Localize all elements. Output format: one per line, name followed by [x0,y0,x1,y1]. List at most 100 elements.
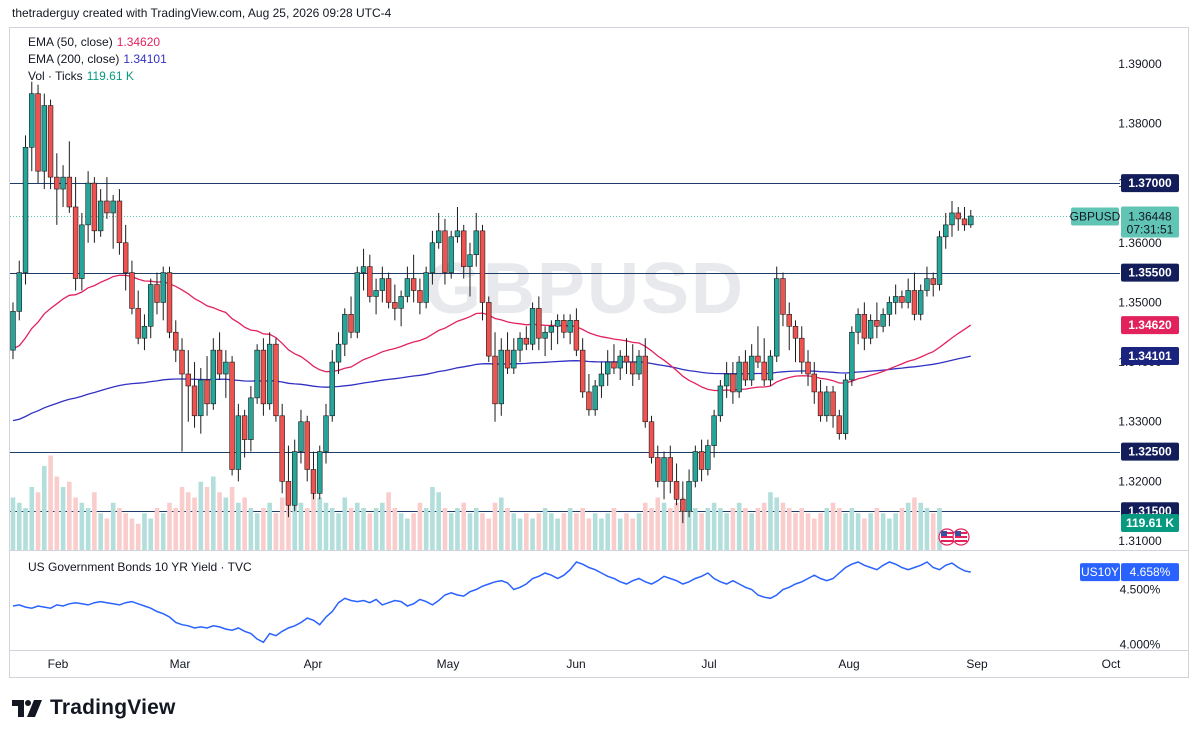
candle-body [54,176,60,190]
candle-body [410,278,417,291]
volume-bar [298,502,304,550]
candle [861,302,868,351]
candle [310,451,317,500]
candle-body [97,200,104,232]
candle [604,350,611,386]
candle-body [85,182,91,226]
flag-canton [941,531,947,536]
legend-volume[interactable]: Vol · Ticks 119.61 K [28,69,134,83]
candle-body [442,230,448,273]
candle [122,224,129,291]
volume-bar [436,492,441,550]
volume-bar [392,508,398,550]
candle-body [561,320,567,333]
candle-body [955,212,961,220]
level-badge-2-text: 1.32500 [1128,445,1172,459]
volume-bar [693,508,698,550]
volume-bar [536,513,542,550]
candle-body [129,272,135,309]
volume-bar [749,513,754,550]
candle-body [861,314,868,339]
candle [723,362,730,398]
candle [173,320,179,363]
volume-bar [129,518,135,550]
volume-bar [486,518,492,550]
candle [667,445,674,494]
volume-bar [530,518,535,550]
candle-body [805,361,811,375]
tradingview-brand-text: TradingView [50,696,176,719]
candle-body [636,355,642,375]
legend-ema200-value: 1.34101 [123,52,167,66]
legend-us10y[interactable]: US Government Bonds 10 YR Yield · TVC [28,560,252,574]
volume-bar [179,487,185,550]
candle [498,338,504,416]
candle [855,308,861,345]
legend-ema200[interactable]: EMA (200, close) 1.34101 [28,52,167,66]
candle-body [110,200,116,214]
volume-bar [930,513,936,550]
volume-bar [624,513,629,550]
price-tick-label: 1.36000 [1118,236,1162,250]
volume-bar [292,492,297,550]
volume-bar [699,513,704,550]
volume-bar [142,513,147,550]
volume-bar [236,502,241,550]
candle-body [917,290,924,315]
volume-bar [605,513,610,550]
volume-bar [880,513,886,550]
candle [317,445,323,500]
candle [886,296,893,327]
volume-bar [611,508,617,550]
candle [473,212,479,267]
candle [680,481,686,524]
tradingview-logo[interactable]: TradingView [12,696,176,720]
candle [542,326,548,357]
volume-bar [42,466,47,550]
volume-bar [185,492,191,550]
us10y-symbol-text: US10Y [1081,565,1119,579]
level-badge-0: 1.37000 [1121,174,1179,193]
volume-bar [918,502,923,550]
legend-ema50[interactable]: EMA (50, close) 1.34620 [28,35,160,49]
volume-badge-bg [1121,514,1179,532]
candle [592,379,598,416]
candle-body [135,308,141,339]
volume-bar [442,508,448,550]
flag-canton [955,531,961,536]
candle [104,177,110,219]
candle [504,332,511,375]
ema200-badge-text: 1.34101 [1128,349,1172,363]
volume-bar [542,508,548,550]
candle [404,266,411,303]
candle [811,362,817,404]
chart-canvas[interactable]: GBPUSD 1.39000 1.38000 1.37000 1.36000 1.350… [10,28,1188,677]
volume-bar [686,492,692,550]
candle [354,266,360,339]
candle-body [10,311,16,351]
volume-bar [48,455,53,550]
candle-body [867,320,874,339]
candle-body [354,272,360,333]
candle-body [379,278,386,291]
level-badge-0-text: 1.37000 [1128,176,1172,190]
volume-bar [824,508,830,550]
candle-body [141,325,148,339]
volume-bar [780,502,786,550]
flag-icons[interactable] [938,528,970,546]
candle-body [730,373,736,393]
volume-bar [818,513,823,550]
candle [342,308,348,357]
candle [223,350,229,398]
candle [60,165,66,207]
candle-body [79,224,85,279]
volume-bar [117,508,122,550]
candle [367,254,373,303]
candle-body [329,361,335,417]
candle-body [554,320,561,327]
candle [905,278,911,309]
candle-body [617,355,623,369]
candle [911,272,918,321]
candle-body [310,469,317,494]
